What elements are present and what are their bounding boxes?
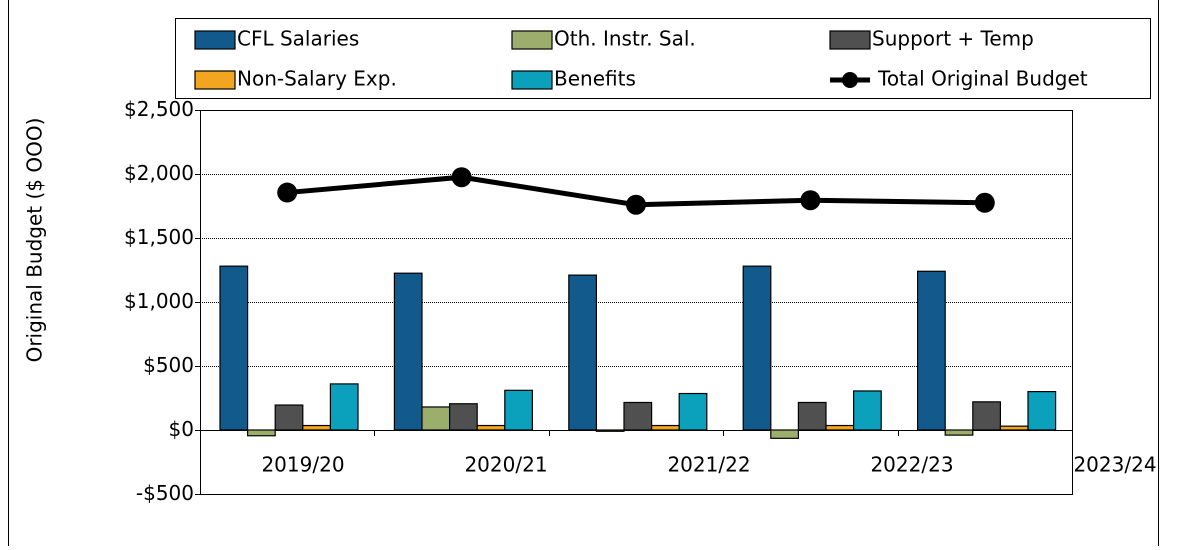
y-axis-label: Original Budget ($ OOO)	[23, 118, 47, 363]
legend-label: Benefits	[554, 67, 636, 91]
legend-label: Support + Temp	[872, 27, 1034, 51]
x-tick-label: 2022/23	[870, 453, 953, 477]
bar	[568, 274, 597, 431]
bar	[852, 390, 882, 431]
y-tick-label: $500	[143, 353, 194, 377]
legend-box	[175, 18, 1151, 99]
legend-swatch	[511, 70, 553, 90]
legend-label: CFL Salaries	[237, 27, 359, 51]
bar	[274, 404, 304, 431]
legend-label: Non-Salary Exp.	[237, 67, 397, 91]
bar	[972, 401, 1001, 431]
y-tick-label: -$500	[136, 481, 194, 505]
bar	[770, 429, 799, 439]
legend-marker	[842, 72, 858, 88]
legend-swatch	[829, 30, 871, 50]
bar	[1027, 391, 1057, 431]
bar	[504, 389, 533, 431]
y-tick-label: $2,000	[124, 161, 194, 185]
y-tick-label: $1,500	[124, 225, 194, 249]
bar	[393, 272, 423, 431]
bar	[421, 406, 451, 431]
bar	[678, 392, 708, 431]
bar	[797, 401, 827, 431]
bar	[742, 265, 772, 431]
bar	[247, 429, 276, 437]
bar	[329, 383, 359, 431]
bar	[449, 403, 478, 431]
legend-label: Oth. Instr. Sal.	[554, 27, 696, 51]
bar	[302, 424, 331, 431]
x-tick-label: 2020/21	[464, 453, 547, 477]
bar	[825, 424, 855, 431]
legend-swatch	[194, 70, 236, 90]
line-marker	[974, 192, 995, 213]
y-tick-label: $1,000	[124, 289, 194, 313]
line-marker	[626, 194, 646, 215]
y-tick-label: $0	[169, 417, 194, 441]
y-tick-label: $2,500	[124, 97, 194, 121]
x-tick-label: 2019/20	[261, 453, 344, 477]
line-marker	[800, 190, 821, 211]
bar	[219, 265, 249, 431]
x-tick-label: 2021/22	[667, 453, 750, 477]
bar	[916, 270, 946, 431]
bar	[944, 429, 974, 436]
bar	[650, 424, 680, 431]
legend-swatch	[511, 30, 553, 50]
bar	[595, 429, 625, 432]
line-marker	[277, 182, 298, 203]
legend-label: Total Original Budget	[877, 67, 1088, 91]
line-marker	[451, 167, 472, 188]
bar	[623, 401, 653, 431]
x-tick-label: 2023/24	[1073, 453, 1156, 477]
bar	[999, 425, 1029, 431]
legend-swatch	[194, 30, 236, 50]
bar	[476, 424, 506, 431]
